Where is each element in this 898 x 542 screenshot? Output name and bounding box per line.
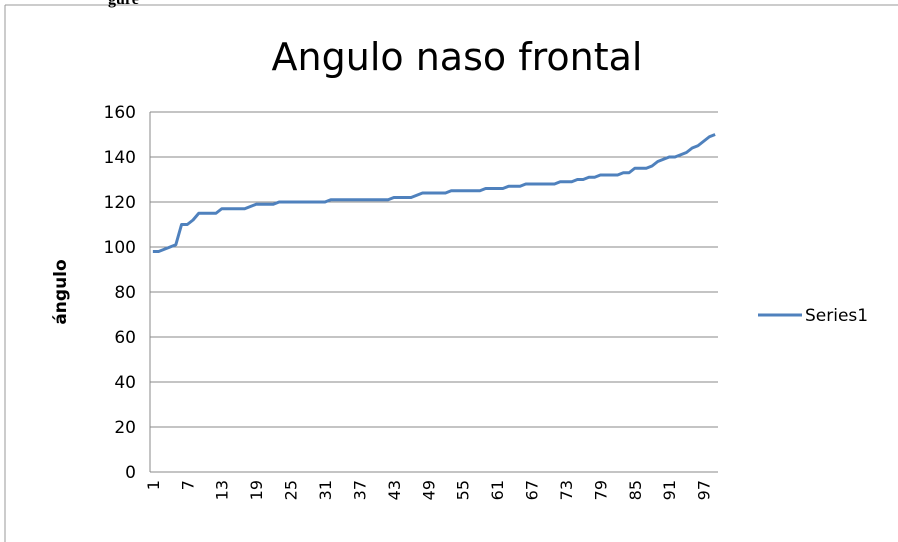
legend-label: Series1 [805,306,868,326]
y-axis-label: ángulo [51,259,71,324]
y-tick-label: 40 [114,373,136,393]
x-tick-label: 25 [282,480,301,500]
x-tick-label: 1 [144,480,163,490]
chart-title: Angulo naso frontal [272,35,643,79]
x-tick-label: 43 [385,480,404,500]
y-tick-label: 20 [114,418,136,438]
y-tick-label: 0 [125,463,136,483]
y-tick-label: 80 [114,283,136,303]
x-tick-label: 19 [247,480,266,500]
y-tick-label: 100 [104,238,136,258]
x-tick-label: 97 [695,480,714,500]
y-tick-label: 140 [104,148,136,168]
y-tick-label: 160 [104,103,136,123]
x-tick-label: 49 [419,480,438,500]
x-tick-label: 79 [591,480,610,500]
y-tick-label: 120 [104,193,136,213]
x-tick-label: 73 [557,480,576,500]
x-tick-label: 7 [178,480,197,490]
y-tick-label: 60 [114,328,136,348]
x-tick-label: 31 [316,480,335,500]
x-tick-label: 13 [213,480,232,500]
x-tick-label: 91 [660,480,679,500]
x-tick-label: 67 [523,480,542,500]
series-line [152,133,716,253]
x-tick-label: 37 [350,480,369,500]
x-tick-label: 61 [488,480,507,500]
x-tick-label: 85 [626,480,645,500]
x-tick-label: 55 [454,480,473,500]
caption: gure [108,0,139,8]
